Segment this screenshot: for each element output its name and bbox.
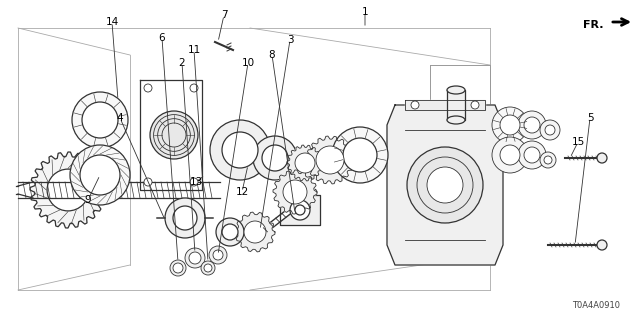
Text: 14: 14 xyxy=(106,17,118,27)
Text: 8: 8 xyxy=(269,50,275,60)
Circle shape xyxy=(295,153,315,173)
Circle shape xyxy=(82,102,118,138)
Circle shape xyxy=(189,252,201,264)
Circle shape xyxy=(597,240,607,250)
Ellipse shape xyxy=(150,111,198,159)
Circle shape xyxy=(597,153,607,163)
Text: T0A4A0910: T0A4A0910 xyxy=(572,301,620,310)
Circle shape xyxy=(210,120,270,180)
Polygon shape xyxy=(30,152,106,228)
Circle shape xyxy=(544,156,552,164)
Circle shape xyxy=(170,260,186,276)
Ellipse shape xyxy=(447,86,465,94)
Circle shape xyxy=(427,167,463,203)
Circle shape xyxy=(518,111,546,139)
Circle shape xyxy=(540,120,560,140)
Circle shape xyxy=(332,127,388,183)
Text: 3: 3 xyxy=(287,35,293,45)
Text: 10: 10 xyxy=(241,58,255,68)
Text: 2: 2 xyxy=(179,58,186,68)
Circle shape xyxy=(407,147,483,223)
Circle shape xyxy=(437,177,453,193)
Ellipse shape xyxy=(447,116,465,124)
Circle shape xyxy=(540,152,556,168)
Circle shape xyxy=(190,84,198,92)
Circle shape xyxy=(500,115,520,135)
Circle shape xyxy=(290,200,310,220)
Circle shape xyxy=(47,169,89,211)
Text: 13: 13 xyxy=(189,177,203,187)
Polygon shape xyxy=(287,145,323,181)
Circle shape xyxy=(545,125,555,135)
Circle shape xyxy=(411,101,419,109)
Polygon shape xyxy=(405,100,485,110)
Circle shape xyxy=(72,92,128,148)
Circle shape xyxy=(316,146,344,174)
Circle shape xyxy=(190,178,198,186)
Polygon shape xyxy=(387,105,503,265)
Circle shape xyxy=(253,136,297,180)
Text: 4: 4 xyxy=(116,113,124,123)
Polygon shape xyxy=(273,170,317,214)
Polygon shape xyxy=(280,195,320,225)
Circle shape xyxy=(213,250,223,260)
Text: 5: 5 xyxy=(587,113,593,123)
Circle shape xyxy=(492,107,528,143)
Text: 12: 12 xyxy=(236,187,248,197)
Circle shape xyxy=(173,206,197,230)
Circle shape xyxy=(204,264,212,272)
Circle shape xyxy=(524,117,540,133)
Circle shape xyxy=(144,84,152,92)
Circle shape xyxy=(262,145,288,171)
Circle shape xyxy=(492,137,528,173)
Circle shape xyxy=(518,141,546,169)
Circle shape xyxy=(222,224,238,240)
Circle shape xyxy=(295,205,305,215)
Text: 1: 1 xyxy=(362,7,368,17)
Text: 9: 9 xyxy=(84,195,92,205)
Circle shape xyxy=(70,145,130,205)
Polygon shape xyxy=(447,90,465,120)
Circle shape xyxy=(80,155,120,195)
Circle shape xyxy=(244,221,266,243)
Circle shape xyxy=(500,145,520,165)
Text: FR.: FR. xyxy=(582,20,603,30)
Circle shape xyxy=(216,218,244,246)
Text: 11: 11 xyxy=(188,45,200,55)
Circle shape xyxy=(222,132,258,168)
Text: 6: 6 xyxy=(159,33,165,43)
Circle shape xyxy=(283,180,307,204)
Circle shape xyxy=(185,248,205,268)
Circle shape xyxy=(201,261,215,275)
Circle shape xyxy=(343,138,377,172)
Circle shape xyxy=(144,178,152,186)
Circle shape xyxy=(471,101,479,109)
Circle shape xyxy=(165,198,205,238)
Polygon shape xyxy=(30,180,110,200)
Circle shape xyxy=(524,147,540,163)
Circle shape xyxy=(209,246,227,264)
Circle shape xyxy=(173,263,183,273)
Text: 15: 15 xyxy=(572,137,584,147)
Polygon shape xyxy=(306,136,354,184)
Polygon shape xyxy=(235,212,275,252)
Text: 7: 7 xyxy=(221,10,227,20)
